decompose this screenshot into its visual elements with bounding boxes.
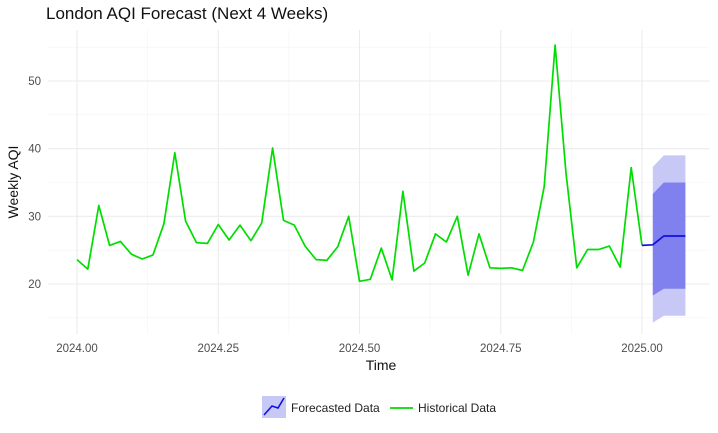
chart-title: London AQI Forecast (Next 4 Weeks) — [46, 4, 329, 23]
forecast-bands — [652, 155, 686, 323]
y-tick-label: 20 — [28, 279, 41, 291]
legend-key-forecast-line — [263, 397, 285, 416]
x-axis-title: Time — [366, 357, 397, 373]
y-tick-label: 40 — [28, 144, 41, 156]
historical-data-line — [76, 44, 643, 283]
y-tick-label: 50 — [28, 76, 41, 88]
legend-label-forecast: Forecasted Data — [291, 401, 380, 415]
y-axis-title: Weekly AQI — [5, 146, 21, 219]
legend: Forecasted Data Historical Data — [262, 396, 496, 418]
x-tick-label: 2025.00 — [621, 343, 663, 355]
x-tick-label: 2024.75 — [480, 343, 522, 355]
forecast-band-80 — [652, 182, 686, 296]
y-tick-label: 30 — [28, 211, 41, 223]
x-tick-label: 2024.50 — [339, 343, 381, 355]
x-tick-label: 2024.25 — [197, 343, 239, 355]
axis-labels: 2024.00 2024.25 2024.50 2024.75 2025.00 20 30 4… — [5, 76, 663, 373]
legend-label-historical: Historical Data — [418, 401, 496, 415]
forecast-line — [641, 235, 686, 247]
x-tick-label: 2024.00 — [56, 343, 98, 355]
grid — [48, 30, 710, 334]
series-lines — [76, 44, 686, 283]
